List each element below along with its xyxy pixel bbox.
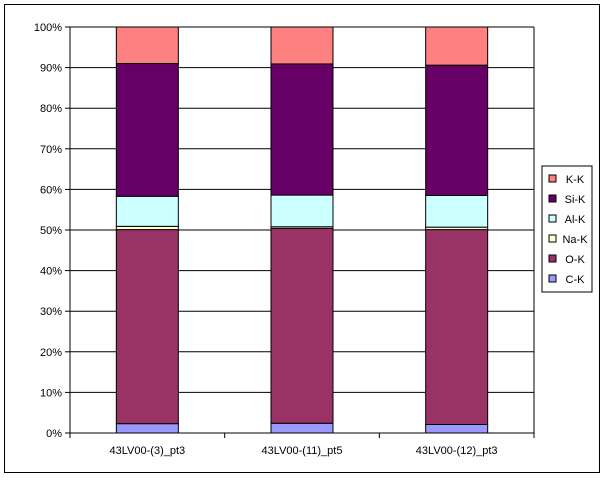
y-tick-label: 100% <box>34 22 62 34</box>
y-tick-label: 20% <box>40 347 62 359</box>
bar-segment-c-k <box>115 423 179 434</box>
bar-segment-k-k <box>115 26 179 65</box>
y-tick-label: 60% <box>40 184 62 196</box>
x-tick-label: 43LV00-(3)_pt3 <box>110 445 186 457</box>
bar-segment-si-k <box>115 63 179 197</box>
legend-swatch <box>548 234 557 243</box>
legend-swatch <box>548 274 557 283</box>
bar-segment-c-k <box>425 423 489 434</box>
bar-segment-o-k <box>115 229 179 425</box>
bar-segment-al-k <box>425 194 489 228</box>
bar-segment-si-k <box>270 63 334 196</box>
legend-label: Si-K <box>565 194 586 206</box>
bar-segment-k-k <box>270 26 334 65</box>
y-tick-label: 80% <box>40 103 62 115</box>
legend-swatch <box>548 214 557 223</box>
bar-segment-o-k <box>425 229 489 425</box>
bar-segment-si-k <box>425 64 489 196</box>
legend-box <box>541 165 593 293</box>
y-tick-label: 40% <box>40 266 62 278</box>
bar-segment-k-k <box>425 26 489 66</box>
legend: K-K Si-K Al-K Na-K O-K C-K <box>541 165 593 293</box>
legend-label: O-K <box>565 254 585 266</box>
bar-segment-al-k <box>115 195 179 227</box>
y-tick-label: 90% <box>40 63 62 75</box>
y-tick-label: 0% <box>46 428 62 440</box>
bar-segment-o-k <box>270 227 334 424</box>
bar-segment-c-k <box>270 422 334 434</box>
bars <box>115 26 489 434</box>
y-tick-label: 30% <box>40 306 62 318</box>
y-tick-label: 70% <box>40 144 62 156</box>
x-tick-label: 43LV00-(11)_pt5 <box>262 445 343 457</box>
legend-swatch <box>548 254 557 263</box>
legend-swatch <box>548 194 557 203</box>
y-tick-label: 50% <box>40 225 62 237</box>
legend-label: Al-K <box>565 214 586 226</box>
legend-swatch <box>548 174 557 183</box>
axes: 0% 10% 20% 30% 40% 50% 60% 70% 80% 90% 100% 43LV00-… <box>34 22 535 457</box>
bar-segment-al-k <box>270 194 334 228</box>
legend-label: C-K <box>566 274 586 286</box>
legend-label: Na-K <box>562 234 588 246</box>
x-tick-label: 43LV00-(12)_pt3 <box>416 445 498 457</box>
y-tick-label: 10% <box>40 387 62 399</box>
legend-label: K-K <box>566 174 585 186</box>
